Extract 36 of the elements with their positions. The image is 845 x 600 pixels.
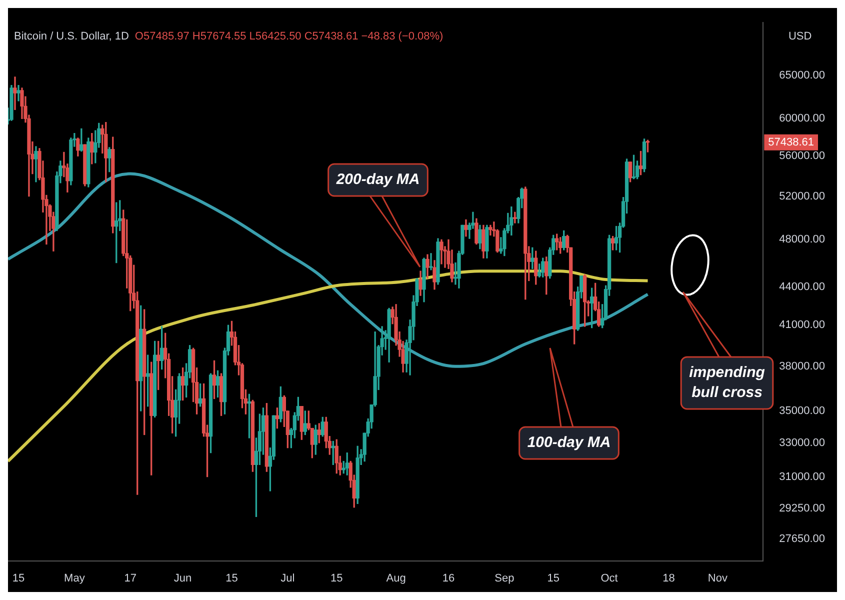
line-series bbox=[8, 270, 650, 463]
annotation: 100-day MA bbox=[527, 434, 611, 452]
y-axis-title: USD bbox=[788, 30, 812, 43]
x-tick-label: Aug bbox=[386, 572, 406, 584]
y-tick-label: 56000.00 bbox=[779, 150, 826, 162]
y-tick-label: 41000.00 bbox=[779, 319, 826, 332]
x-tick-label: 16 bbox=[442, 572, 455, 584]
x-tick-label: Sep bbox=[494, 572, 514, 584]
y-tick-label: 44000.00 bbox=[779, 280, 826, 293]
x-tick-label: 17 bbox=[124, 572, 136, 584]
x-tick-label: Oct bbox=[600, 572, 618, 584]
line-series bbox=[8, 172, 650, 368]
y-tick-label: 38000.00 bbox=[779, 360, 826, 372]
x-tick-label: 15 bbox=[226, 572, 238, 584]
y-tick-label: 48000.00 bbox=[779, 234, 826, 246]
y-tick-label: 52000.00 bbox=[779, 190, 826, 202]
annotation: 200-day MA bbox=[335, 171, 420, 188]
y-tick-label: 65000.00 bbox=[779, 69, 826, 82]
y-tick-label: 60000.00 bbox=[779, 112, 826, 125]
x-tick-label: 15 bbox=[12, 572, 25, 584]
x-tick-label: Nov bbox=[708, 572, 728, 584]
x-tick-label: Jul bbox=[280, 572, 295, 584]
x-tick-label: May bbox=[64, 572, 86, 584]
x-tick-label: 15 bbox=[547, 572, 560, 584]
annotation: impending bull cross bbox=[689, 364, 765, 402]
text: Bitcoin / U.S. Dollar, 1D bbox=[14, 30, 129, 43]
text: 57438.61 bbox=[768, 136, 814, 148]
y-tick-label: 35000.00 bbox=[779, 404, 826, 417]
y-tick-label: 31000.00 bbox=[779, 470, 826, 483]
text: O57485.97 H57674.55 L56425.50 C57438.61 −48.83 (−0.08%) bbox=[134, 30, 444, 43]
x-tick-label: 15 bbox=[330, 572, 343, 584]
y-tick-label: 27650.00 bbox=[779, 532, 826, 545]
y-tick-label: 29250.00 bbox=[779, 502, 826, 514]
x-tick-label: Jun bbox=[174, 572, 192, 584]
y-tick-label: 33000.00 bbox=[779, 436, 826, 449]
x-tick-label: 18 bbox=[662, 572, 675, 584]
